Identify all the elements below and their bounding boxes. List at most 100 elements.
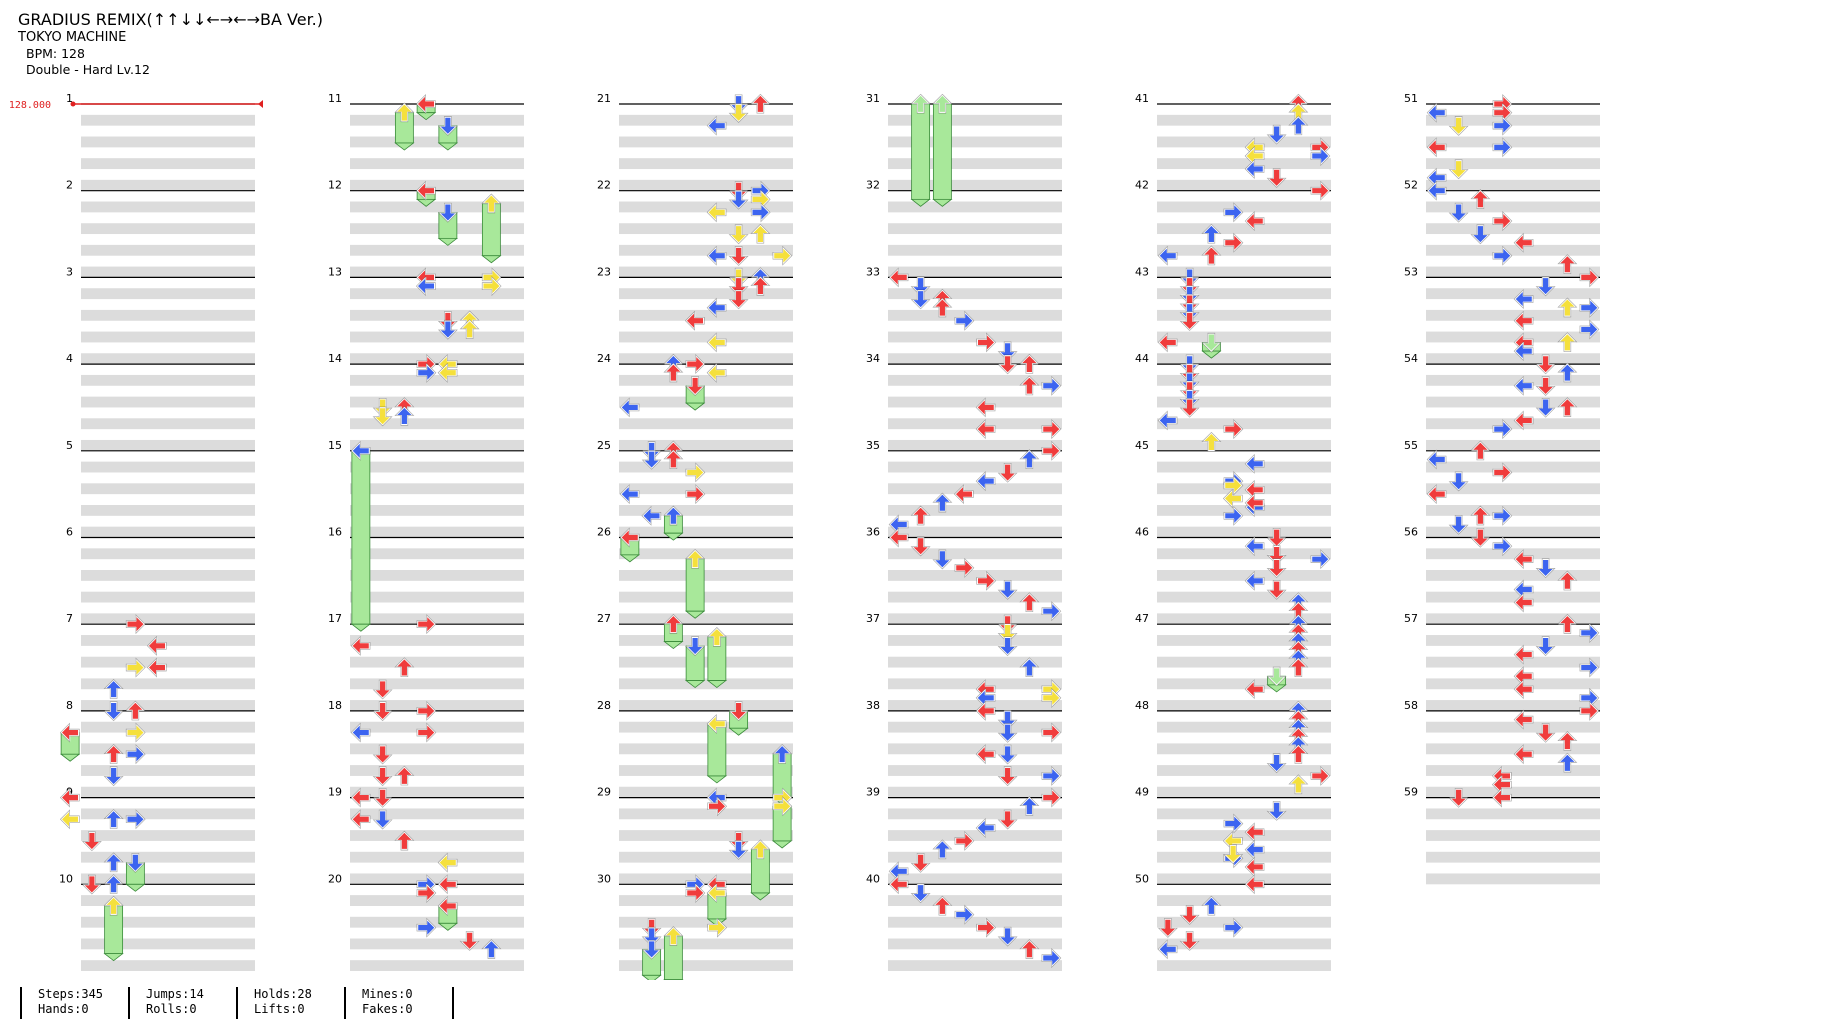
arrow-outline <box>1179 354 1200 375</box>
beat-row-shade <box>619 721 793 733</box>
arrow-shape <box>60 810 80 829</box>
arrow-outline <box>706 332 727 353</box>
stat-group-holds: Holds:28 Lifts:0 <box>236 987 344 1019</box>
arrow-shape <box>1202 333 1221 353</box>
beat-row-shade <box>1157 613 1331 625</box>
arrow-shape <box>751 276 770 296</box>
beat-row-shade <box>350 244 524 256</box>
arrow-right-icon <box>1310 180 1331 201</box>
arrow-outline <box>103 895 124 916</box>
beat-row-shade <box>888 504 1062 516</box>
arrow-shape <box>1042 766 1061 786</box>
measure-number: 5 <box>66 439 73 452</box>
arrow-down-icon <box>1470 224 1491 245</box>
arrow-up-icon <box>1288 744 1309 764</box>
arrow-left-icon <box>1513 644 1534 665</box>
arrow-shape <box>664 363 683 382</box>
arrow-shape <box>976 818 995 838</box>
arrow-up-icon <box>1557 397 1578 417</box>
arrow-left-icon <box>1157 245 1178 266</box>
measure-number: 24 <box>597 352 611 365</box>
beat-row-shade <box>619 114 793 126</box>
arrow-left-icon <box>1513 289 1534 310</box>
arrow-right-icon <box>125 657 146 678</box>
arrow-shape <box>1493 420 1512 439</box>
arrow-outline <box>1535 276 1556 297</box>
arrow-shape <box>1245 571 1264 590</box>
arrow-left-icon <box>619 397 640 418</box>
measure-number: 35 <box>866 439 880 452</box>
arrow-shape <box>147 658 167 677</box>
measure-number: 42 <box>1135 179 1149 192</box>
arrow-outline <box>1492 462 1513 483</box>
arrow-right-icon <box>1310 765 1331 786</box>
arrow-right-icon <box>1492 419 1513 440</box>
arrow-left-icon <box>59 809 80 830</box>
arrow-outline <box>59 722 80 743</box>
hold-tail <box>59 753 81 762</box>
arrow-outline <box>125 744 146 765</box>
beat-row-shade <box>1157 700 1331 711</box>
arrow-shape <box>620 398 639 417</box>
arrow-outline <box>953 484 974 505</box>
beat-row-shade <box>350 765 524 776</box>
measure-number: 1 <box>66 92 73 105</box>
arrow-shape <box>1289 657 1308 677</box>
arrow-right-icon <box>954 830 975 851</box>
beat-row-shade <box>888 396 1062 408</box>
bpm-end-tick <box>258 100 263 108</box>
arrow-shape <box>1471 224 1490 244</box>
arrow-shape <box>1493 246 1512 265</box>
arrow-outline <box>1179 363 1200 383</box>
arrow-shape <box>1493 537 1512 556</box>
arrow-right-icon <box>976 570 997 591</box>
arrow-shape <box>1020 796 1039 816</box>
arrow-shape <box>1020 354 1039 374</box>
arrow-outline <box>1179 267 1200 288</box>
arrow-outline <box>437 362 458 383</box>
arrow-left-icon <box>1157 332 1178 353</box>
arrow-left-icon <box>1426 449 1447 470</box>
hold-tail <box>350 623 372 632</box>
beat-row-shade <box>1426 808 1600 820</box>
beat-row-shade <box>888 635 1062 646</box>
arrow-left-icon <box>888 527 909 548</box>
beat-row-shade <box>619 461 793 473</box>
arrow-outline <box>1557 397 1578 417</box>
beat-row-shade <box>888 461 1062 473</box>
beat-row-shade <box>1157 916 1331 928</box>
arrow-up-icon <box>1201 895 1222 916</box>
arrow-outline <box>1448 514 1469 535</box>
arrow-outline <box>1244 211 1265 232</box>
arrow-shape <box>911 276 930 296</box>
beat-row-shade <box>350 548 524 560</box>
arrow-shape <box>395 406 414 426</box>
arrow-shape <box>126 745 145 764</box>
arrow-outline <box>663 926 684 946</box>
arrow-shape <box>1245 537 1264 556</box>
arrow-outline <box>728 246 749 266</box>
hold-body <box>351 450 371 625</box>
arrow-outline <box>1470 440 1491 461</box>
beat-row-shade <box>1426 374 1600 386</box>
arrow-outline <box>1201 332 1222 353</box>
arrow-outline <box>1179 931 1200 951</box>
measure-number: 22 <box>597 179 611 192</box>
arrow-up-icon <box>932 895 953 916</box>
arrow-shape <box>1020 657 1039 677</box>
arrow-left-icon <box>1244 453 1265 474</box>
arrow-right-icon <box>954 904 975 925</box>
arrow-shape <box>417 883 436 903</box>
arrow-outline <box>415 94 436 114</box>
arrow-down-icon <box>437 202 458 223</box>
arrow-outline <box>728 189 749 210</box>
beat-row-shade <box>350 721 524 733</box>
arrow-outline <box>1426 484 1447 505</box>
arrow-up-icon <box>1019 592 1040 613</box>
beat-row-shade <box>888 266 1062 278</box>
measure-number: 14 <box>328 352 342 365</box>
arrow-outline <box>459 931 480 951</box>
arrow-down-icon <box>103 701 124 722</box>
arrow-shape <box>1042 948 1061 968</box>
arrow-shape <box>729 246 748 266</box>
